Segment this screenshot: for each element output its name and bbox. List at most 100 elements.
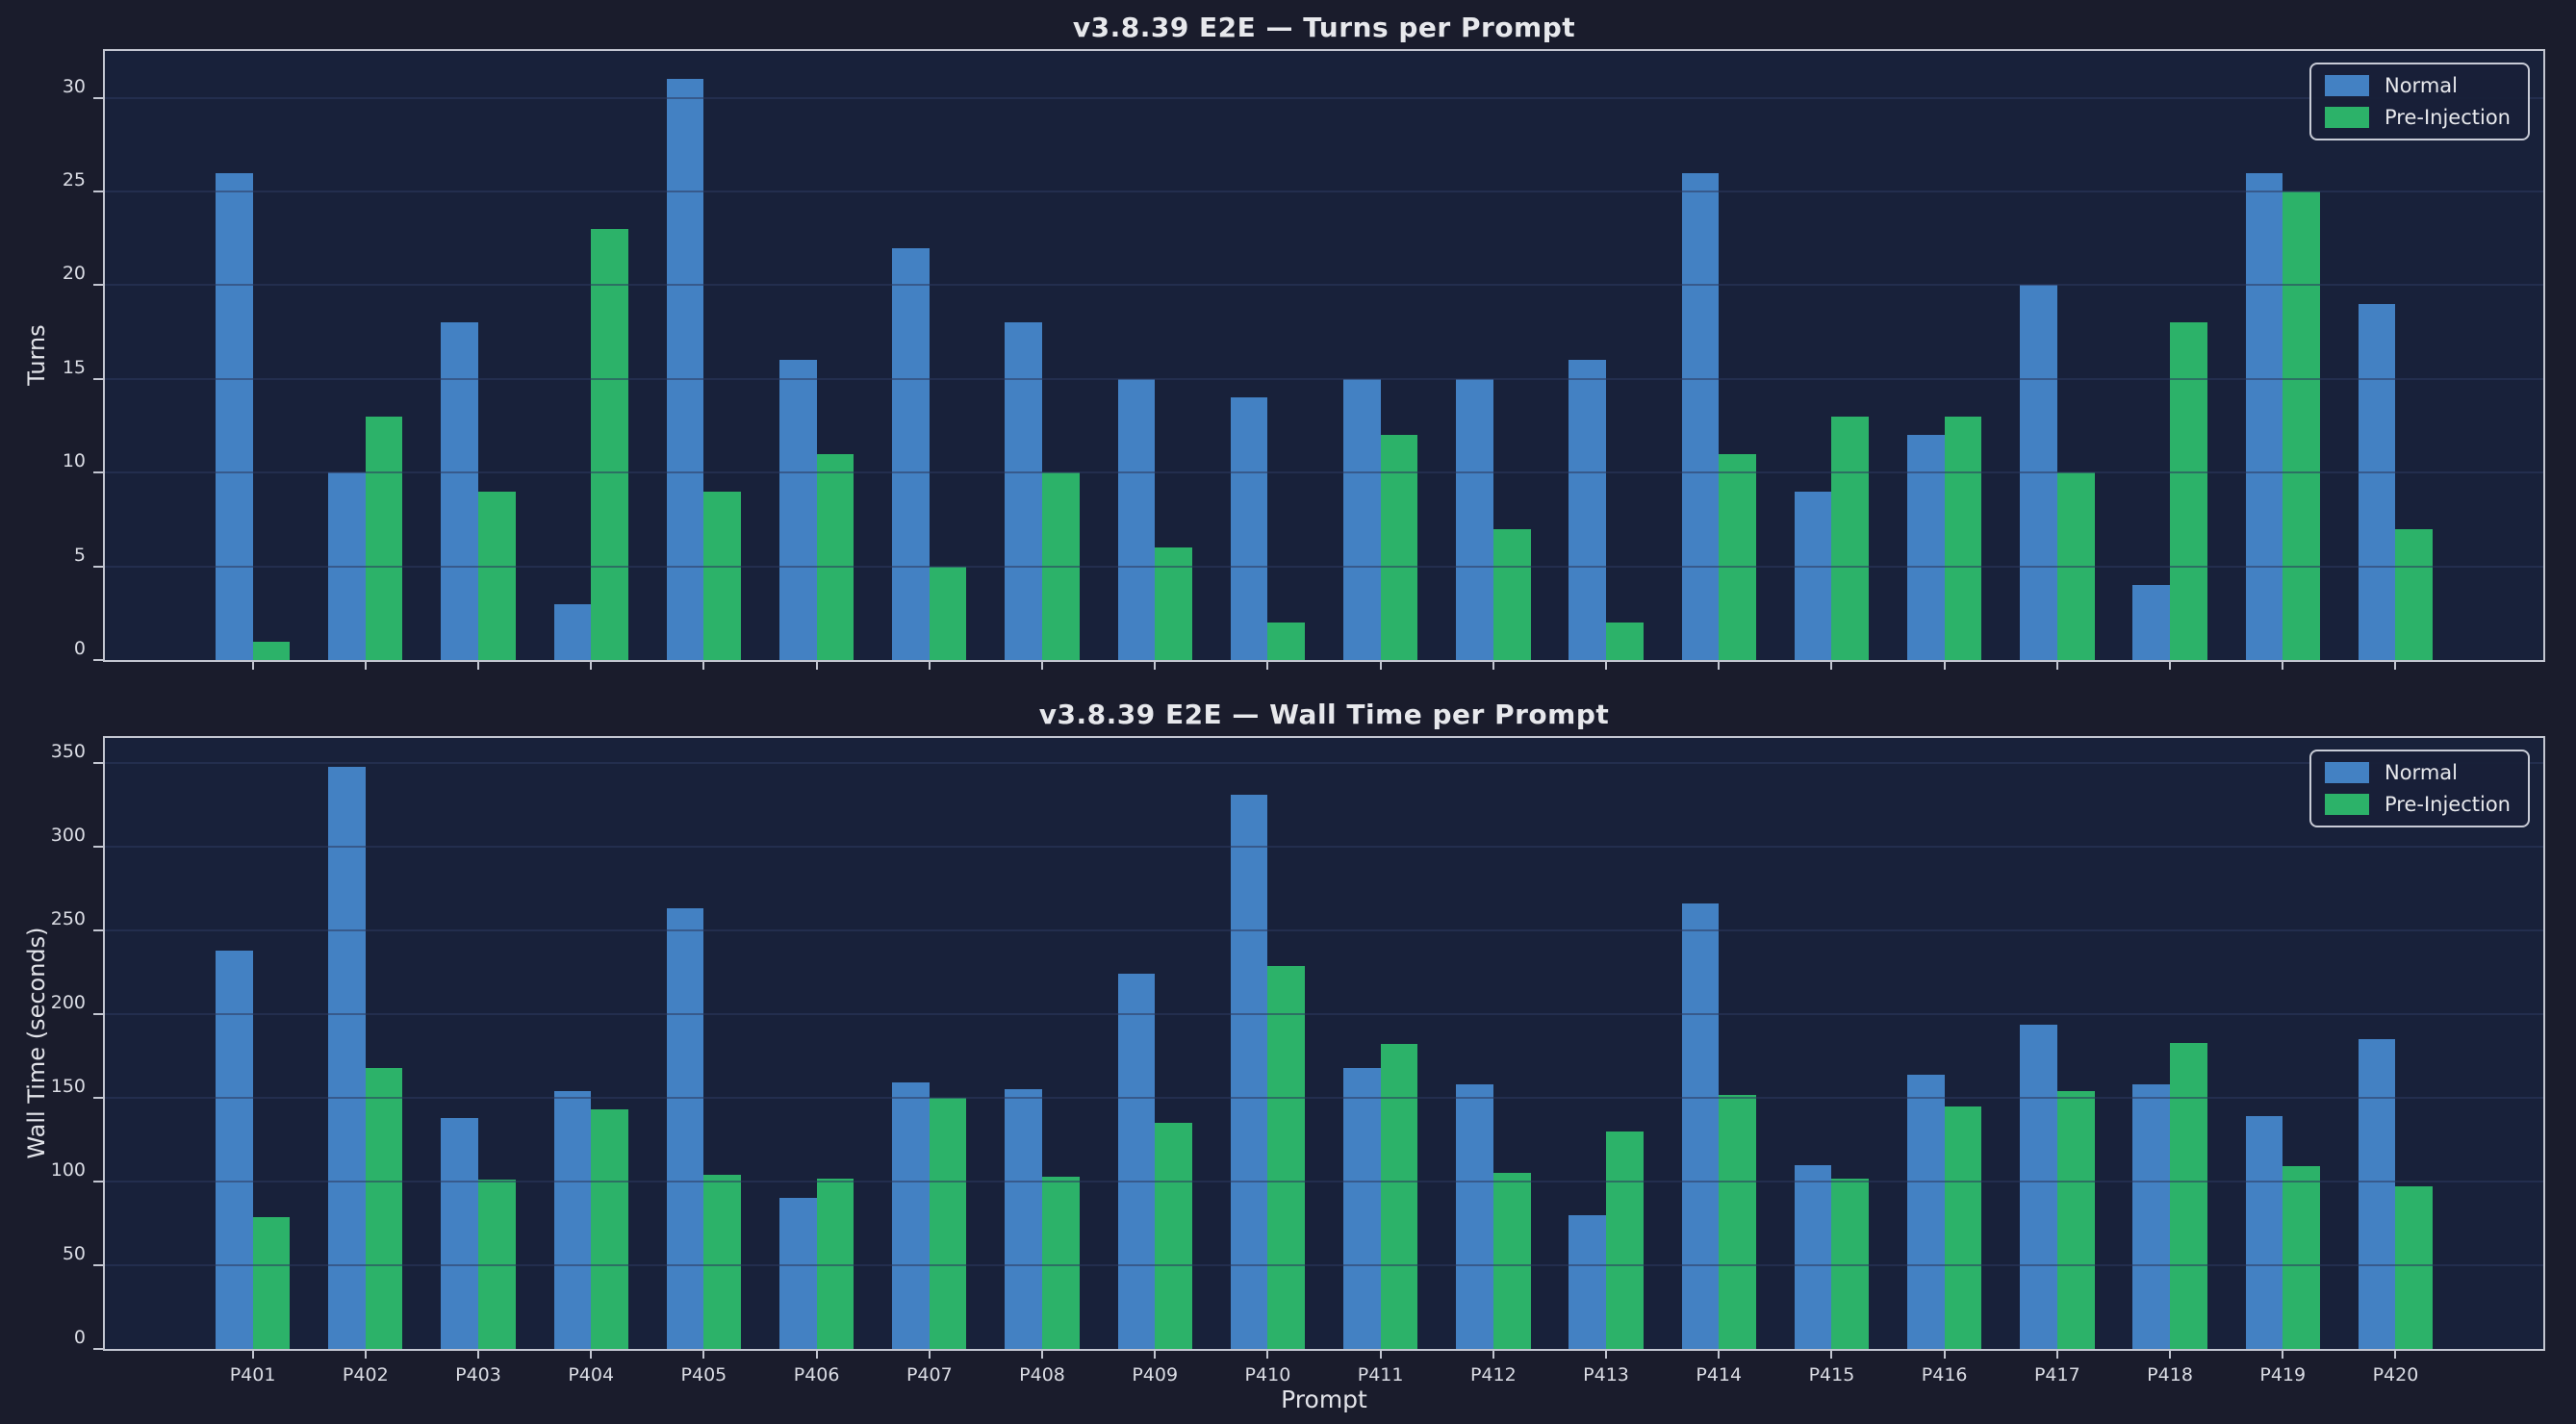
bar-normal-p405 (666, 908, 704, 1349)
turns-chart-plot-area: 0 5 10 15 20 25 30 Normal Pre-Injection (63, 49, 2545, 670)
x-tick-mark (1154, 662, 1157, 670)
x-tick-label-p416: P416 (1921, 1364, 1968, 1386)
bar-pre-injection-p406 (816, 453, 854, 660)
bar-pre-injection-p415 (1831, 1178, 1870, 1349)
bar-group-P419: P419 (2227, 738, 2339, 1386)
bar-normal-p401 (215, 172, 253, 660)
bar-group-P416 (1888, 51, 2001, 670)
legend-label-pre-injection: Pre-Injection (2385, 793, 2511, 816)
legend-row-normal: Normal (2325, 74, 2511, 97)
bar-normal-p402 (328, 766, 366, 1349)
bar-pre-injection-p412 (1492, 528, 1531, 660)
x-tick-label-p414: P414 (1696, 1364, 1743, 1386)
turns-chart-title: v3.8.39 E2E — Turns per Prompt (1072, 12, 1576, 43)
bar-normal-p403 (441, 322, 478, 660)
y-tick-label: 0 (73, 638, 86, 659)
x-tick-mark (928, 1351, 931, 1359)
bar-group-P413 (1549, 51, 1662, 670)
x-tick-label-p410: P410 (1244, 1364, 1291, 1386)
bar-pre-injection-p416 (1944, 416, 1982, 660)
x-tick-mark (1041, 662, 1044, 670)
x-axis-label: Prompt (1281, 1386, 1367, 1413)
bar-group-P407 (873, 51, 985, 670)
x-tick-label-p411: P411 (1357, 1364, 1404, 1386)
legend-row-pre-injection: Pre-Injection (2325, 106, 2511, 129)
x-tick-mark (1605, 662, 1608, 670)
bar-normal-p408 (1005, 1089, 1043, 1349)
bar-normal-p403 (441, 1117, 478, 1349)
bar-pre-injection-p410 (1267, 965, 1306, 1349)
bar-group-P415: P415 (1775, 738, 1888, 1386)
bar-normal-p412 (1456, 378, 1493, 660)
bar-group-P413: P413 (1549, 738, 1662, 1386)
bar-pre-injection-p402 (365, 416, 403, 660)
plot-1: P401 P402 P403 P404 P405 P406 P407 P408 P409 P410… (105, 738, 2543, 1386)
legend-row-pre-injection: Pre-Injection (2325, 793, 2511, 816)
bar-normal-p407 (892, 247, 930, 660)
bar-group-P411 (1324, 51, 1437, 670)
bar-normal-p417 (2020, 285, 2057, 660)
bar-normal-p411 (1342, 1067, 1381, 1349)
bar-normal-p410 (1230, 397, 1268, 660)
x-tick-label-p409: P409 (1132, 1364, 1179, 1386)
bar-normal-p408 (1005, 322, 1043, 660)
x-tick-mark (1943, 662, 1946, 670)
bar-group-P406: P406 (760, 738, 873, 1386)
bar-pre-injection-p420 (2395, 528, 2434, 660)
bar-group-P414 (1663, 51, 1775, 670)
bar-groups (105, 51, 2543, 670)
bar-normal-p420 (2358, 1039, 2396, 1349)
bar-group-P420: P420 (2339, 738, 2452, 1386)
y-tick-label: 5 (73, 544, 86, 566)
bar-group-P412: P412 (1437, 738, 1549, 1386)
x-tick-label-p403: P403 (455, 1364, 501, 1386)
bar-pre-injection-p414 (1719, 1094, 1756, 1349)
bar-pre-injection-p418 (2170, 322, 2207, 660)
bar-group-P417 (2001, 51, 2113, 670)
turns-y-axis-label: Turns (23, 324, 50, 386)
legend-swatch-normal (2325, 75, 2369, 96)
bar-group-P407: P407 (873, 738, 985, 1386)
x-tick-label-p415: P415 (1808, 1364, 1855, 1386)
bar-normal-p420 (2358, 303, 2396, 660)
bar-normal-p409 (1117, 378, 1156, 660)
bar-group-P412 (1437, 51, 1549, 670)
bar-normal-p416 (1906, 435, 1945, 660)
bar-group-P415 (1775, 51, 1888, 670)
bar-normal-p415 (1794, 1164, 1832, 1349)
y-tick-mark (93, 191, 103, 193)
x-tick-mark (590, 662, 593, 670)
bar-pre-injection-p405 (703, 1175, 742, 1349)
bar-group-P403: P403 (421, 738, 534, 1386)
bar-normal-p406 (778, 360, 817, 660)
x-tick-label-p419: P419 (2259, 1364, 2307, 1386)
bar-pre-injection-p413 (1606, 623, 1644, 660)
bar-group-P406 (760, 51, 873, 670)
bar-group-P402: P402 (309, 738, 421, 1386)
bar-pre-injection-p408 (1042, 1176, 1080, 1349)
bar-group-P410: P410 (1211, 738, 1324, 1386)
x-tick-mark (1830, 1351, 1833, 1359)
bar-group-P411: P411 (1324, 738, 1437, 1386)
x-tick-label-p408: P408 (1019, 1364, 1065, 1386)
bar-group-P416: P416 (1888, 738, 2001, 1386)
x-tick-mark (2055, 662, 2058, 670)
legend-row-normal: Normal (2325, 761, 2511, 784)
bar-group-P419 (2227, 51, 2339, 670)
bar-pre-injection-p405 (703, 491, 742, 660)
bar-pre-injection-p408 (1042, 472, 1080, 660)
bar-group-P403 (421, 51, 534, 670)
x-tick-mark (251, 662, 254, 670)
bar-group-P401: P401 (196, 738, 309, 1386)
x-tick-mark (702, 1351, 705, 1359)
y-tick-mark (93, 659, 103, 661)
x-tick-mark (1379, 1351, 1382, 1359)
y-tick-mark (93, 1097, 103, 1100)
plot-0 (105, 51, 2543, 670)
y-tick-mark (93, 1348, 103, 1350)
y-tick-mark (93, 377, 103, 380)
bar-pre-injection-p419 (2283, 1166, 2320, 1349)
bar-normal-p410 (1230, 795, 1268, 1349)
x-tick-mark (2394, 662, 2397, 670)
